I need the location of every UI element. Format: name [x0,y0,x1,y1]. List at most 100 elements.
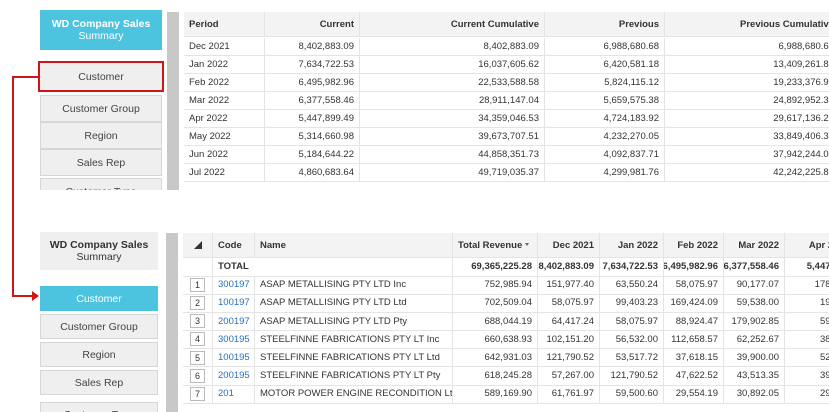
row-index: 4 [189,332,205,347]
header-text: Code [218,239,242,251]
row-index-cell: 5 [183,348,213,368]
table-cell: 4,299,981.76 [545,164,665,182]
row-index: 7 [189,386,205,401]
customer-code[interactable]: 100197 [213,294,255,313]
sort-icon [525,243,530,246]
table-cell: 151,977.40 [538,276,600,295]
table-cell: 688,044.19 [453,312,538,331]
nav-button[interactable]: Sales Rep [40,149,162,176]
total-value: 8,402,883.09 [538,258,600,277]
customer-code[interactable]: 100195 [213,348,255,368]
row-index-cell: 2 [183,294,213,313]
customer-code[interactable]: 200197 [213,312,255,331]
table-cell: May 2022 [184,128,265,146]
table-cell: 169,424.09 [664,294,724,313]
table-cell: Jan 2022 [184,56,265,74]
scrollbar[interactable] [167,12,179,190]
header-text: Jan 2022 [617,239,658,251]
table-cell: 102,151.20 [538,330,600,350]
nav-button[interactable]: Customer Group [40,314,158,339]
column-header[interactable]: Dec 2021 [538,233,600,258]
nav-button[interactable]: Customer Type [40,402,158,412]
customer-code[interactable]: 300197 [213,276,255,295]
customer-code[interactable]: 200195 [213,367,255,386]
table-cell: 62,252.67 [724,330,785,350]
table-cell: 42,242,225.80 [665,164,829,182]
column-header[interactable]: Total Revenue [453,233,538,258]
table-cell: 179,902.85 [724,312,785,331]
row-index: 5 [189,350,205,365]
table-cell: Jun 2022 [184,146,265,164]
nav-button[interactable]: Customer Type [40,178,162,190]
table-cell: 59,538 [785,312,829,331]
column-header: Current [265,12,360,37]
row-index-cell: 1 [183,276,213,295]
column-header[interactable]: Name [255,233,453,258]
column-header: Previous Cumulative [665,12,829,37]
nav-button[interactable]: Sales Rep [40,370,158,395]
table-cell: 121,790.52 [600,367,664,386]
corner-icon [193,241,202,249]
nav-button[interactable]: Customer [38,61,164,92]
nav-button[interactable]: Region [40,342,158,367]
column-header[interactable]: Jan 2022 [600,233,664,258]
table-cell: ASAP METALLISING PTY LTD Inc [255,276,453,295]
table-cell: 90,177.07 [724,276,785,295]
row-index: 6 [189,368,205,383]
table-cell: 49,719,035.37 [360,164,545,182]
header-text: Total Revenue [458,239,523,251]
table-cell: 19,941 [785,294,829,313]
scrollbar[interactable] [166,233,178,412]
row-index-cell: 6 [183,367,213,386]
table-cell: Apr 2022 [184,110,265,128]
table-cell: Jul 2022 [184,164,265,182]
sidebar-title[interactable]: WD Company Sales Summary [40,10,162,50]
table-cell: 4,232,270.05 [545,128,665,146]
table-cell: 43,513.35 [724,367,785,386]
table-cell: 13,409,261.86 [665,56,829,74]
header-text: Dec 2021 [552,239,594,251]
title-line: Summary [78,30,124,42]
row-index: 2 [189,295,205,310]
table-cell: 47,622.52 [664,367,724,386]
table-cell: 6,495,982.96 [265,74,360,92]
table-cell: 5,659,575.38 [545,92,665,110]
header-text: Apr 2022 [808,239,829,251]
table-cell: 8,402,883.09 [265,38,360,56]
nav-button[interactable]: Customer Group [40,95,162,122]
nav-button[interactable]: Region [40,122,162,149]
row-index-cell: 3 [183,312,213,331]
table-cell: 4,092,837.71 [545,146,665,164]
row-index: 1 [189,277,205,292]
table-cell: 6,988,680.68 [665,38,829,56]
table-cell: 57,267.00 [538,367,600,386]
column-header[interactable]: Mar 2022 [724,233,785,258]
row-index-cell: 4 [183,330,213,350]
column-header[interactable]: Feb 2022 [664,233,724,258]
table-cell: Dec 2021 [184,38,265,56]
table-cell: 37,942,244.04 [665,146,829,164]
table-cell: 30,892.05 [724,385,785,404]
sort-corner[interactable] [183,233,213,258]
table-cell: 44,858,351.73 [360,146,545,164]
title-line: WD Company Sales [49,239,149,251]
top-panel: WD Company Sales Summary Customer Customer … [0,0,829,190]
total-value: 5,447,899 [785,258,829,277]
customer-code[interactable]: 300195 [213,330,255,350]
table-cell: 29,617,136.28 [665,110,829,128]
sidebar-title[interactable]: WD Company Sales Summary [40,232,158,270]
table-cell: 52,237 [785,349,829,368]
connector-arrow [12,76,39,301]
table-cell: 58,075.97 [538,294,600,313]
table-cell: 19,233,376.98 [665,74,829,92]
title-line: WD Company Sales [51,18,151,30]
table-cell: 99,403.23 [600,294,664,313]
column-header[interactable]: Apr 2022 [785,233,829,258]
customer-code[interactable]: 201 [213,385,255,404]
total-value: 6,377,558.46 [724,258,785,277]
nav-button[interactable]: Customer [40,286,158,311]
table-cell: 59,500.60 [600,385,664,404]
column-header[interactable]: Code [213,233,255,258]
table-cell: 178,650 [785,276,829,295]
